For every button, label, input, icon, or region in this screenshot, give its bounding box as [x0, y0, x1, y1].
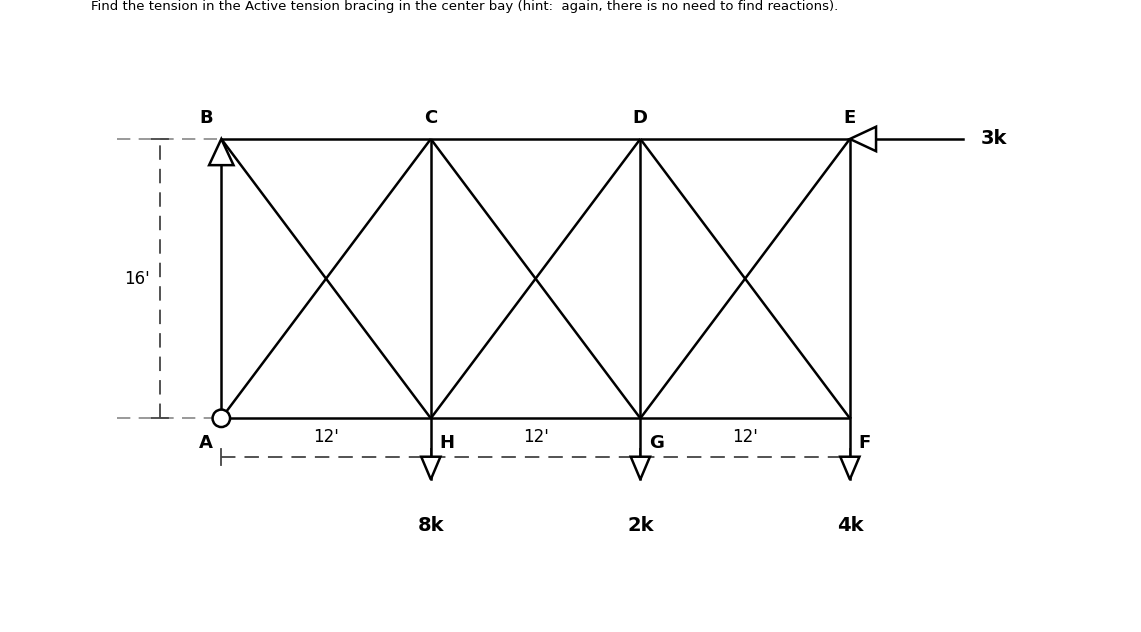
Text: 4k: 4k — [836, 516, 863, 535]
Text: D: D — [633, 109, 648, 127]
Polygon shape — [631, 457, 650, 480]
Polygon shape — [850, 127, 876, 151]
Text: 8k: 8k — [418, 516, 444, 535]
Text: A: A — [199, 434, 212, 452]
Circle shape — [212, 410, 230, 427]
Text: C: C — [424, 109, 437, 127]
Text: 12': 12' — [313, 428, 339, 446]
Text: H: H — [439, 434, 454, 452]
Text: 16': 16' — [124, 270, 149, 288]
Text: 2k: 2k — [628, 516, 654, 535]
Polygon shape — [421, 457, 440, 480]
Text: 12': 12' — [733, 428, 758, 446]
Text: Find the tension in the Active tension bracing in the center bay (hint:  again, : Find the tension in the Active tension b… — [91, 1, 839, 13]
Text: 3k: 3k — [981, 130, 1008, 149]
Polygon shape — [840, 457, 859, 480]
Text: E: E — [843, 109, 856, 127]
Text: G: G — [649, 434, 664, 452]
Text: B: B — [199, 109, 212, 127]
Polygon shape — [209, 139, 234, 165]
Text: F: F — [858, 434, 871, 452]
Text: 12': 12' — [523, 428, 549, 446]
